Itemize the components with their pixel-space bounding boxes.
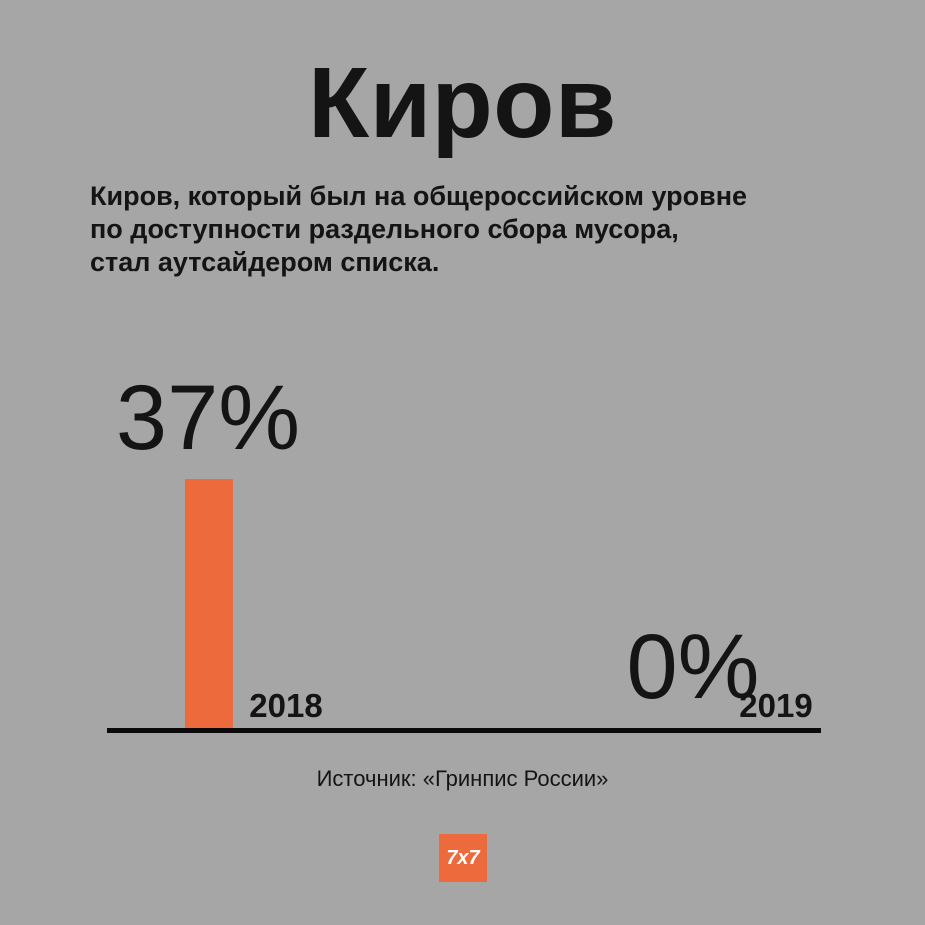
- brand-logo: 7x7: [439, 834, 487, 882]
- bar-2018: [185, 479, 233, 730]
- subtitle: Киров, который был на общероссийском уро…: [90, 180, 870, 279]
- category-label-2018: 2018: [249, 687, 322, 724]
- source-note: Источник: «Гринпис России»: [316, 766, 609, 791]
- value-label-2018: 37%: [116, 367, 300, 469]
- value-label-2019: 0%: [627, 616, 760, 718]
- category-label-2019: 2019: [739, 687, 812, 724]
- x-axis-line: [107, 728, 821, 733]
- page-title: Киров: [308, 47, 617, 159]
- subtitle-line-1: Киров, который был на общероссийском уро…: [90, 181, 748, 211]
- subtitle-line-2: по доступности раздельного сбора мусора,: [90, 214, 679, 244]
- subtitle-line-3: стал аутсайдером списка.: [90, 247, 440, 277]
